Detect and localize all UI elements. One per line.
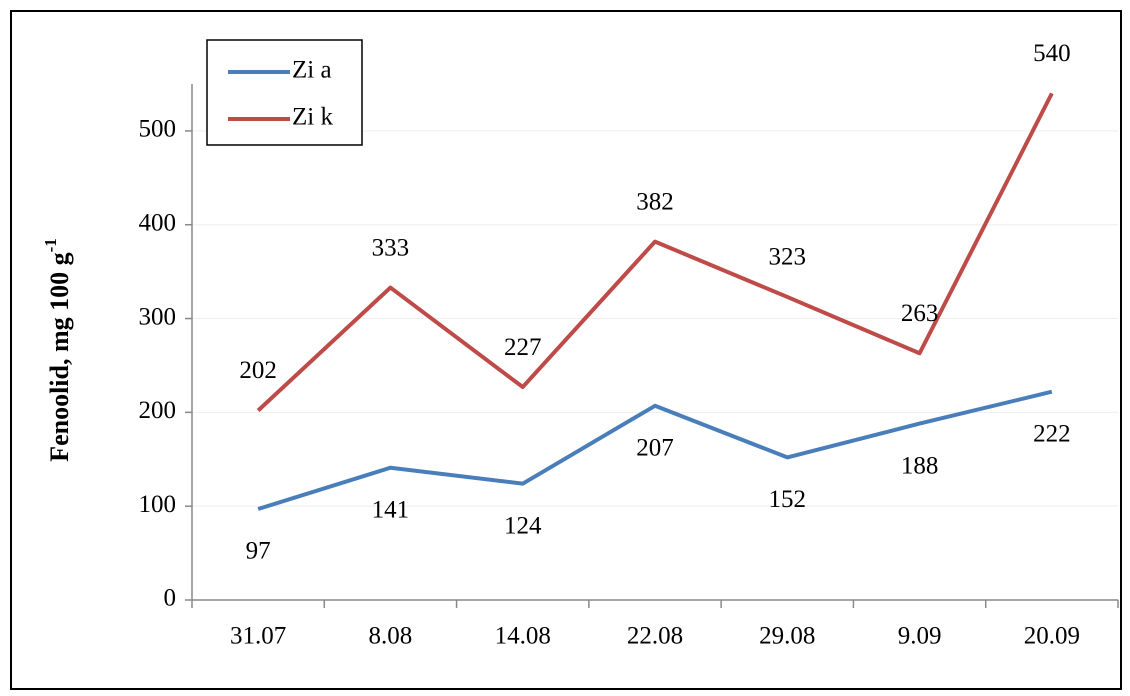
x-tick-label: 31.07 <box>230 623 286 650</box>
data-label: 188 <box>901 452 939 479</box>
y-tick-label: 0 <box>164 585 177 612</box>
data-label: 222 <box>1033 420 1071 447</box>
data-label: 97 <box>246 538 271 565</box>
data-label: 202 <box>239 357 277 384</box>
data-label: 141 <box>372 496 410 523</box>
x-tick-label: 20.09 <box>1024 623 1080 650</box>
data-label: 382 <box>636 188 674 215</box>
legend-label: Zi k <box>292 104 333 131</box>
y-tick-label: 200 <box>139 397 177 424</box>
y-tick-label: 400 <box>139 209 177 236</box>
data-label: 207 <box>636 435 674 462</box>
data-label: 323 <box>769 244 807 271</box>
data-label: 124 <box>504 512 542 539</box>
series-line <box>256 92 1054 412</box>
y-axis-label: Fenoolid, mg 100 g-1 <box>41 238 74 462</box>
y-axis-label-sup: -1 <box>41 238 60 252</box>
x-tick-label: 29.08 <box>759 623 815 650</box>
data-label: 333 <box>372 234 410 261</box>
y-axis-label-text: Fenoolid, mg 100 g <box>45 252 74 461</box>
y-tick-label: 500 <box>139 116 177 143</box>
chart-border <box>10 10 1122 690</box>
y-tick-label: 300 <box>139 303 177 330</box>
data-label: 540 <box>1033 40 1071 67</box>
y-tick-label: 100 <box>139 491 177 518</box>
data-label: 263 <box>901 300 939 327</box>
x-tick-label: 8.08 <box>369 623 413 650</box>
x-tick-label: 14.08 <box>495 623 551 650</box>
x-tick-label: 22.08 <box>627 623 683 650</box>
data-label: 152 <box>769 486 807 513</box>
series-line <box>257 389 1053 511</box>
x-tick-label: 9.09 <box>898 623 942 650</box>
data-label: 227 <box>504 334 542 361</box>
legend-label: Zi a <box>292 57 332 84</box>
legend-box <box>206 39 363 146</box>
